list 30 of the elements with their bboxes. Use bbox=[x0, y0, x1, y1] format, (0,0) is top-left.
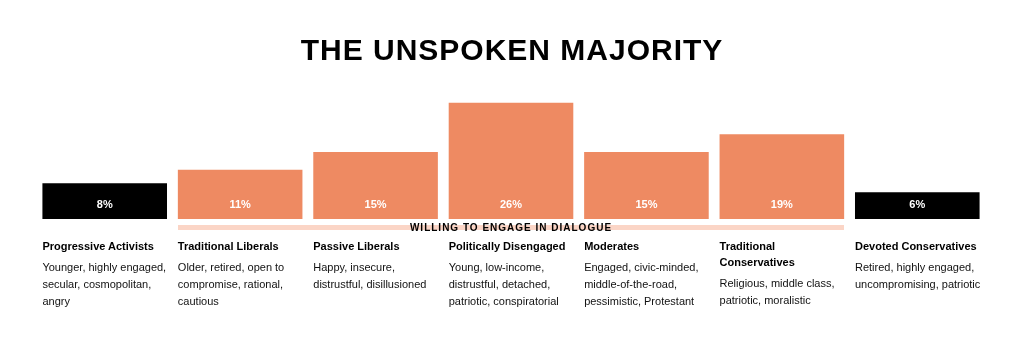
x-tick-label: Traditional Conservatives bbox=[719, 239, 795, 268]
text: Older, retired, open to compromise, rational, cautious bbox=[177, 260, 285, 307]
bar bbox=[719, 134, 845, 219]
data-label: 8% bbox=[96, 198, 113, 211]
text: Young, low-income, distrustful, detached, patriotic, conspiratorial bbox=[448, 260, 559, 307]
bar bbox=[584, 152, 709, 219]
x-tick-label: Progressive Activists bbox=[42, 239, 154, 252]
text: WILLING TO ENGAGE IN DIALOGUE bbox=[409, 221, 613, 233]
x-tick-label: Politically Disengaged bbox=[448, 239, 566, 252]
x-tick-label: Moderates bbox=[584, 239, 640, 252]
data-label: 11% bbox=[229, 198, 252, 211]
text: Retired, highly engaged, uncompromising, patriotic bbox=[854, 260, 981, 290]
x-tick-label: Devoted Conservatives bbox=[854, 239, 977, 252]
text: Happy, insecure, distrustful, disillusioned bbox=[313, 260, 427, 290]
bar bbox=[448, 102, 574, 219]
text: Engaged, civic-minded, middle-of-the-road, pessimistic, Protestant bbox=[584, 260, 699, 307]
bar bbox=[42, 183, 168, 219]
data-label: 26% bbox=[499, 198, 523, 211]
data-label: 6% bbox=[909, 198, 926, 211]
text: Religious, middle class, patriotic, moralistic bbox=[719, 276, 835, 306]
data-label: 15% bbox=[364, 198, 387, 211]
data-label: 15% bbox=[635, 198, 658, 211]
bar bbox=[313, 152, 438, 219]
chart-title: THE UNSPOKEN MAJORITY bbox=[299, 32, 725, 68]
data-label: 19% bbox=[770, 198, 794, 211]
bar bbox=[854, 192, 980, 219]
x-tick-label: Traditional Liberals bbox=[177, 239, 279, 252]
bar bbox=[177, 169, 303, 219]
x-tick-label: Passive Liberals bbox=[313, 239, 400, 252]
text: Younger, highly engaged, secular, cosmopolitan, angry bbox=[42, 260, 167, 307]
